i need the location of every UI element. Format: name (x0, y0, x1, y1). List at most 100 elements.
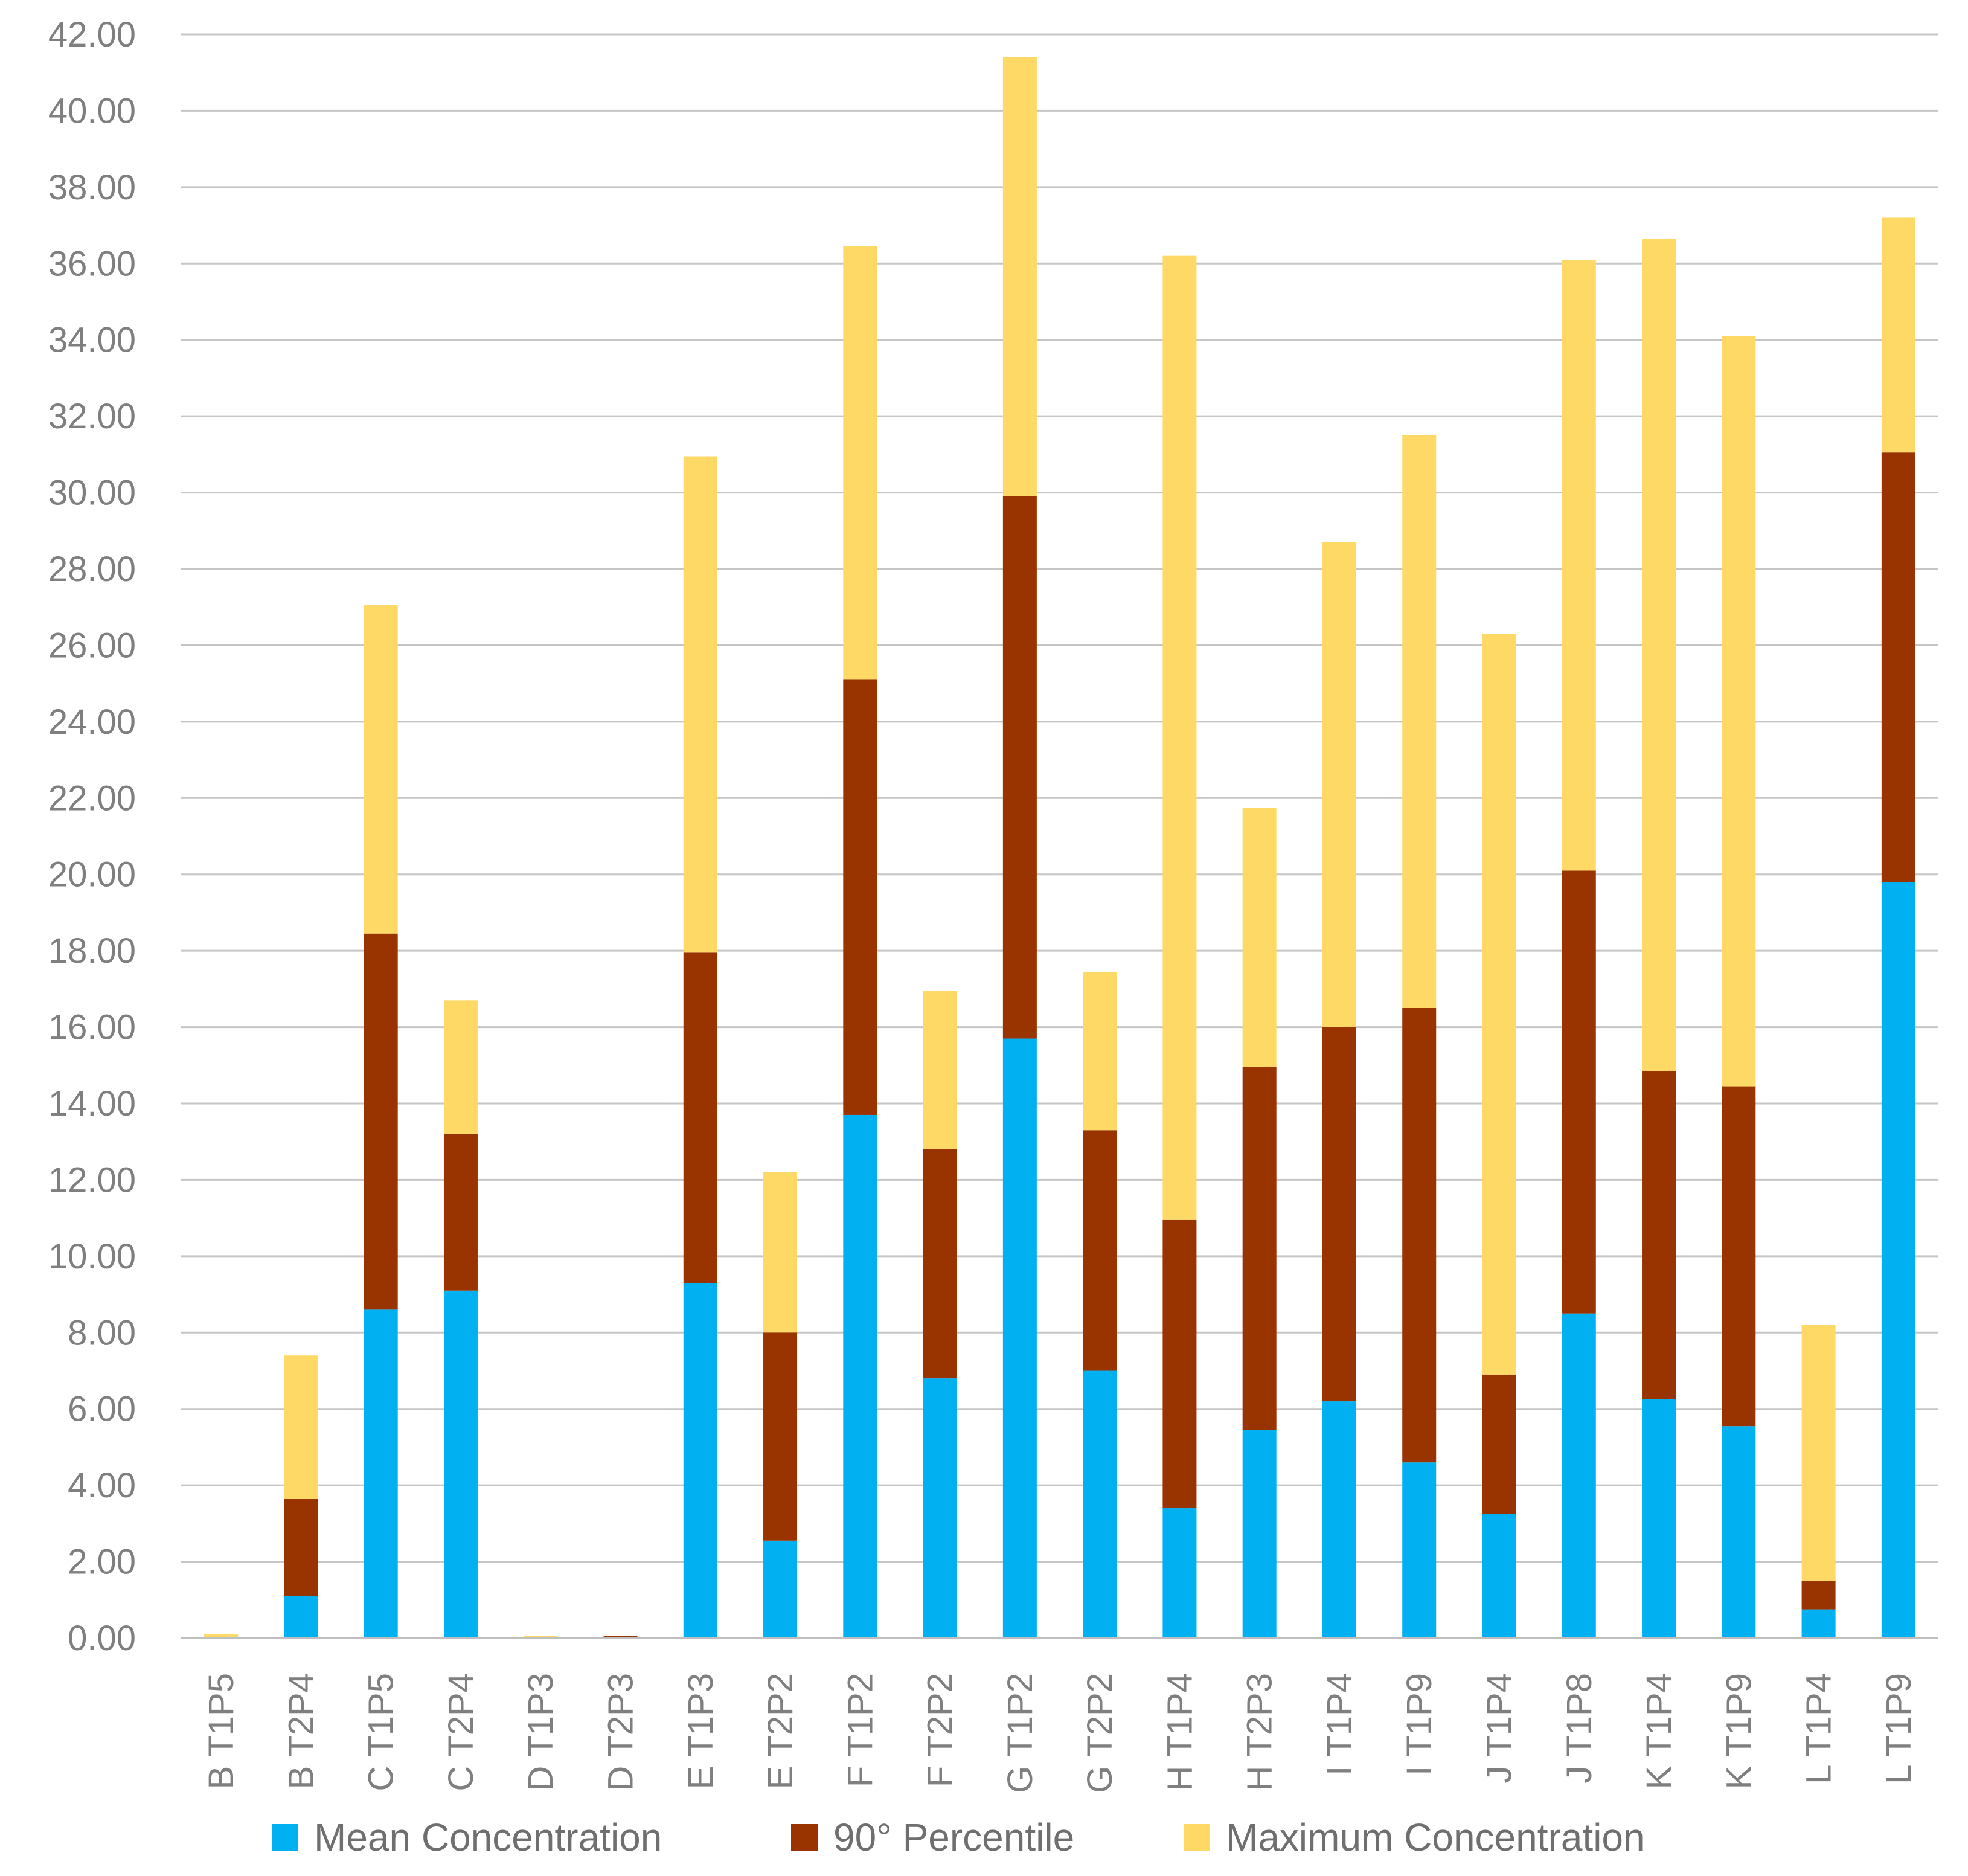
bar-maximum-concentration (443, 1000, 478, 1134)
legend-swatch (272, 1824, 298, 1851)
bar-maximum-concentration (1801, 1325, 1836, 1581)
bar-90-percentile (763, 1332, 798, 1541)
bar-mean-concentration (1722, 1426, 1756, 1638)
bar-90-percentile (1562, 870, 1596, 1314)
bar-maximum-concentration (843, 246, 877, 680)
bar-maximum-concentration (1642, 239, 1676, 1071)
x-tick-label: H T2P3 (1240, 1673, 1280, 1791)
bar-maximum-concentration (763, 1172, 798, 1333)
bar-90-percentile (1402, 1007, 1437, 1463)
bar-90-percentile (1162, 1219, 1197, 1509)
x-tick-label: J T1P4 (1480, 1673, 1519, 1784)
x-tick-label: G T2P2 (1080, 1673, 1120, 1793)
bar-stack (524, 1636, 558, 1638)
bar-mean-concentration (443, 1290, 478, 1638)
bar-maximum-concentration (1402, 435, 1437, 1008)
bar-mean-concentration (1083, 1370, 1117, 1638)
x-tick-label: J T1P8 (1560, 1673, 1599, 1784)
x-tick-label: I T1P4 (1320, 1673, 1359, 1776)
x-tick-label: K T1P9 (1719, 1673, 1758, 1789)
bar-stack (1642, 239, 1676, 1638)
legend-swatch (1184, 1824, 1210, 1851)
bar-stack (364, 605, 398, 1638)
bars (204, 57, 1915, 1638)
bar-mean-concentration (923, 1378, 957, 1638)
y-tick-label: 12.00 (48, 1160, 136, 1200)
bar-90-percentile (364, 933, 398, 1310)
y-tick-label: 6.00 (68, 1390, 136, 1429)
bar-stack (443, 1000, 478, 1638)
y-tick-label: 0.00 (68, 1619, 136, 1658)
y-tick-label: 28.00 (48, 550, 136, 589)
bar-stack (683, 456, 717, 1638)
bar-maximum-concentration (683, 456, 717, 953)
bar-stack (1322, 542, 1356, 1638)
y-tick-label: 24.00 (48, 702, 136, 742)
bar-stack (923, 991, 957, 1638)
x-tick-label: F T2P2 (921, 1673, 960, 1787)
bar-90-percentile (443, 1134, 478, 1291)
bar-maximum-concentration (1562, 259, 1596, 871)
bar-90-percentile (1881, 452, 1915, 882)
bar-stack (603, 1636, 638, 1638)
bar-maximum-concentration (284, 1355, 318, 1499)
legend-swatch (791, 1824, 818, 1851)
bar-90-percentile (1801, 1581, 1836, 1610)
bar-stack (1002, 57, 1037, 1638)
bar-mean-concentration (763, 1540, 798, 1638)
legend-label: Maximum Concentration (1226, 1816, 1645, 1859)
x-tick-label: K T1P4 (1639, 1673, 1679, 1789)
x-tick-label: C T2P4 (441, 1673, 481, 1791)
bar-stack (1562, 259, 1596, 1638)
bar-stack (1083, 971, 1117, 1638)
x-tick-label: D T1P3 (521, 1673, 560, 1791)
bar-maximum-concentration (1482, 634, 1516, 1375)
bar-mean-concentration (364, 1309, 398, 1638)
legend-item-mean-concentration: Mean Concentration (272, 1816, 662, 1859)
x-axis-tick-labels: B T1P5 B T2P4 C T1P5 C T2P4 D T1P3 D T2P3 E T1… (202, 1673, 1918, 1793)
legend-label: 90° Percentile (833, 1816, 1074, 1859)
bar-stack (1402, 435, 1437, 1638)
y-tick-label: 34.00 (48, 321, 136, 360)
bar-stack (843, 246, 877, 1638)
legend: Mean Concentration 90° Percentile Maximum … (272, 1816, 1645, 1859)
x-tick-label: B T1P5 (202, 1673, 241, 1789)
y-axis-tick-labels: 0.00 2.00 4.00 6.00 8.00 10.00 12.00 14.00 16.00… (48, 15, 136, 1658)
legend-item-maximum-concentration: Maximum Concentration (1184, 1816, 1645, 1859)
bar-mean-concentration (843, 1114, 877, 1638)
bar-stack (1162, 255, 1197, 1638)
y-tick-label: 2.00 (68, 1543, 136, 1582)
bar-90-percentile (1642, 1071, 1676, 1399)
bar-90-percentile (1002, 496, 1037, 1039)
y-tick-label: 42.00 (48, 15, 136, 54)
bar-maximum-concentration (1322, 542, 1356, 1027)
legend-label: Mean Concentration (314, 1816, 662, 1859)
bar-90-percentile (843, 679, 877, 1115)
bar-stack (1242, 808, 1277, 1638)
bar-mean-concentration (1242, 1430, 1277, 1638)
x-tick-label: D T2P3 (601, 1673, 641, 1791)
bar-90-percentile (284, 1499, 318, 1596)
bar-stack (1482, 634, 1516, 1638)
bar-maximum-concentration (204, 1634, 239, 1638)
bar-mean-concentration (1322, 1401, 1356, 1638)
y-tick-label: 26.00 (48, 626, 136, 665)
bar-90-percentile (1482, 1374, 1516, 1514)
bar-90-percentile (923, 1149, 957, 1379)
bar-90-percentile (1083, 1130, 1117, 1371)
x-tick-label: C T1P5 (362, 1673, 401, 1791)
bar-stack (1801, 1325, 1836, 1638)
x-tick-label: F T1P2 (841, 1673, 880, 1787)
y-tick-label: 10.00 (48, 1237, 136, 1276)
y-tick-label: 4.00 (68, 1466, 136, 1505)
y-tick-label: 32.00 (48, 397, 136, 436)
y-tick-label: 30.00 (48, 474, 136, 513)
bar-90-percentile (1722, 1086, 1756, 1427)
y-tick-label: 36.00 (48, 244, 136, 283)
bar-mean-concentration (1002, 1038, 1037, 1638)
legend-item-90-percentile: 90° Percentile (791, 1816, 1074, 1859)
bar-90-percentile (683, 952, 717, 1283)
bar-stack (763, 1172, 798, 1638)
bar-maximum-concentration (364, 605, 398, 934)
